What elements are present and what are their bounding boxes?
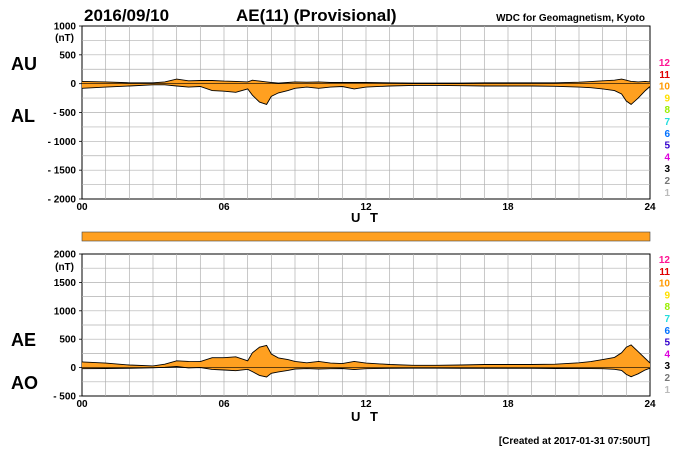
series-line-al — [81, 84, 651, 105]
series-line-au — [81, 78, 651, 84]
x-tick-label: 00 — [76, 399, 88, 410]
bottom-ut-label: U T — [351, 409, 381, 424]
y-tick-label: 1000 — [54, 306, 77, 317]
x-tick-label: 12 — [360, 399, 372, 410]
y-tick-label: 0 — [70, 79, 76, 90]
station-legend-item: 4 — [664, 152, 670, 163]
al-label: AL — [11, 106, 35, 126]
x-tick-label: 06 — [218, 399, 230, 410]
station-legend-item: 7 — [664, 314, 670, 325]
series-line-ae — [81, 344, 651, 367]
y-tick-label: 1500 — [54, 278, 77, 289]
au-label: AU — [11, 54, 37, 74]
y-tick-label: - 1500 — [48, 166, 77, 177]
station-legend-item: 11 — [659, 267, 670, 278]
x-tick-label: 00 — [76, 202, 88, 213]
created-timestamp: [Created at 2017-01-31 07:50UT] — [499, 436, 650, 447]
station-legend-item: 2 — [664, 176, 670, 187]
station-legend-item: 9 — [664, 290, 670, 301]
y-tick-label: 500 — [59, 50, 76, 61]
data-availability-bar — [81, 231, 651, 242]
y-tick-label: - 1000 — [48, 137, 77, 148]
y-tick-label: - 500 — [53, 392, 76, 403]
station-legend-item: 1 — [664, 385, 670, 396]
station-legend-item: 1 — [664, 188, 670, 199]
station-legend-item: 5 — [664, 141, 670, 152]
y-tick-label: 0 — [70, 363, 76, 374]
x-tick-label: 06 — [218, 202, 230, 213]
station-legend-item: 3 — [664, 361, 670, 372]
station-legend-item: 3 — [664, 164, 670, 175]
plot-date: 2016/09/10 — [84, 6, 169, 25]
ae-label: AE — [11, 330, 36, 350]
y-tick-label: - 500 — [53, 108, 76, 119]
station-legend-item: 11 — [659, 70, 670, 81]
station-legend-item: 5 — [664, 338, 670, 349]
station-legend-item: 6 — [664, 129, 670, 140]
station-legend-item: 6 — [664, 326, 670, 337]
y-tick-label: - 2000 — [48, 195, 77, 206]
station-legend-item: 9 — [664, 93, 670, 104]
station-legend-item: 10 — [659, 82, 671, 93]
station-legend-item: 2 — [664, 373, 670, 384]
station-legend-item: 4 — [664, 349, 670, 360]
y-tick-label: 2000 — [54, 250, 77, 261]
x-tick-label: 18 — [502, 202, 514, 213]
x-tick-label: 24 — [644, 399, 656, 410]
top-unit-label: (nT) — [55, 33, 74, 44]
y-tick-label: 1000 — [54, 22, 77, 33]
bottom-unit-label: (nT) — [55, 262, 74, 273]
x-tick-label: 24 — [644, 202, 656, 213]
organization-label: WDC for Geomagnetism, Kyoto — [496, 13, 645, 24]
x-tick-label: 18 — [502, 399, 514, 410]
top-ut-label: U T — [351, 210, 381, 225]
station-legend-item: 8 — [664, 302, 670, 313]
station-legend-item: 7 — [664, 117, 670, 128]
station-legend-item: 10 — [659, 279, 671, 290]
station-legend-item: 8 — [664, 105, 670, 116]
au-al-area — [82, 79, 650, 105]
x-tick-label: 12 — [360, 202, 372, 213]
ae-ao-area — [82, 344, 650, 377]
ao-label: AO — [11, 373, 38, 393]
station-legend-item: 12 — [659, 255, 671, 266]
plot-title: AE(11) (Provisional) — [236, 6, 397, 25]
station-legend-item: 12 — [659, 58, 671, 69]
y-tick-label: 500 — [59, 335, 76, 346]
